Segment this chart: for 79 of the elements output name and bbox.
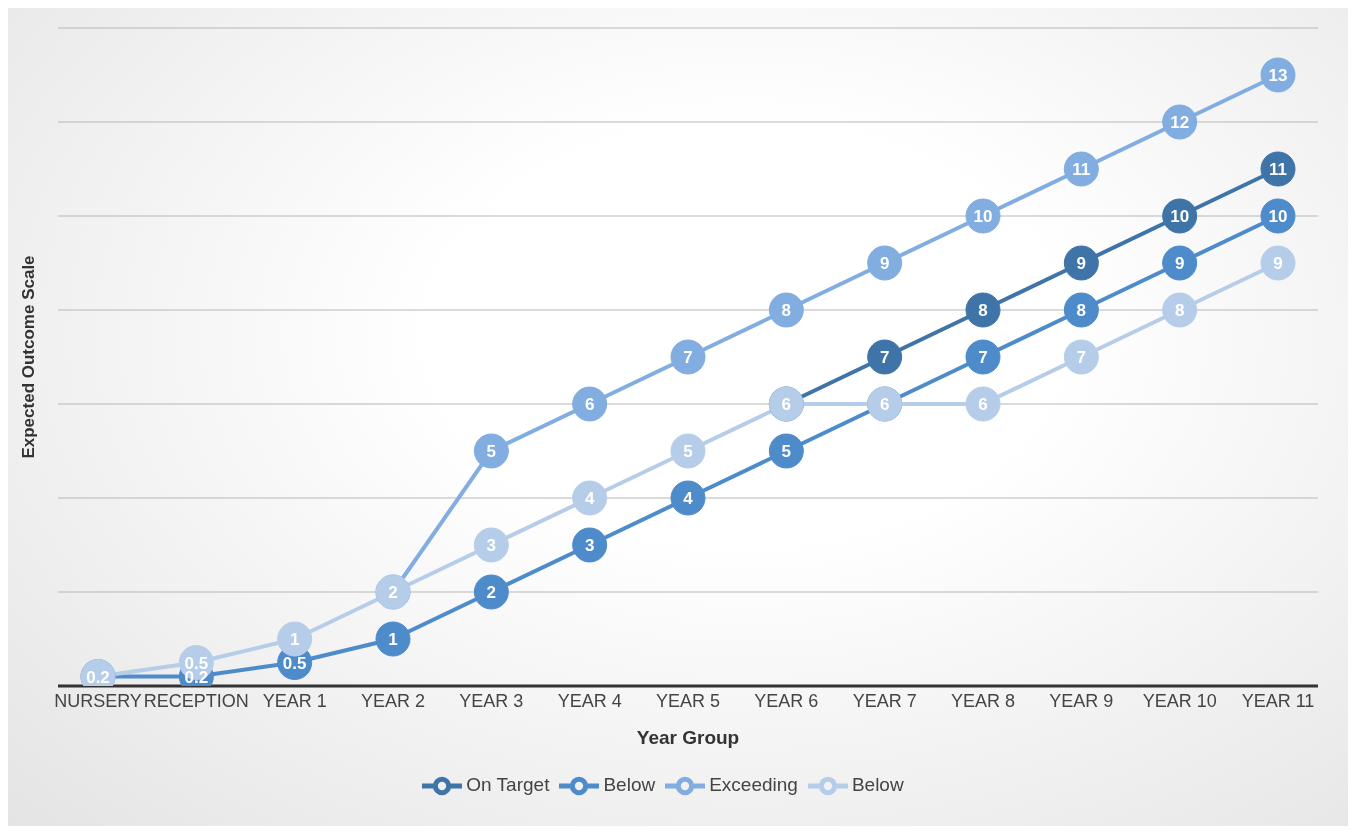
x-tick-label: YEAR 2 — [360, 690, 426, 711]
x-tick-label: NURSERY — [54, 690, 142, 711]
data-label: 6 — [781, 395, 792, 414]
data-label: 13 — [1268, 66, 1288, 85]
point — [965, 292, 1001, 328]
point — [572, 386, 608, 422]
data-label: 6 — [584, 395, 595, 414]
point — [1063, 339, 1099, 375]
point — [1162, 292, 1198, 328]
point — [867, 339, 903, 375]
x-tick-label: YEAR 8 — [950, 690, 1016, 711]
data-label: 5 — [683, 442, 693, 461]
point — [965, 386, 1001, 422]
point — [473, 574, 509, 610]
data-label: 6 — [879, 395, 890, 414]
data-label: 5 — [781, 442, 792, 461]
x-axis-title: Year Group — [636, 727, 740, 748]
data-label: 9 — [1076, 254, 1087, 273]
point — [473, 433, 509, 469]
data-label: 10 — [1170, 207, 1190, 226]
legend-label: Below — [603, 774, 656, 796]
x-tick-label: YEAR 4 — [557, 690, 622, 711]
data-label: 9 — [1273, 254, 1283, 273]
point — [1063, 292, 1099, 328]
point — [572, 480, 608, 516]
data-label: 1 — [289, 630, 300, 649]
data-label: 11 — [1072, 160, 1091, 179]
x-tick-label: YEAR 9 — [1049, 690, 1114, 711]
data-label: 3 — [584, 536, 595, 555]
x-tick-label: YEAR 5 — [655, 690, 721, 711]
point — [965, 339, 1001, 375]
data-label: 6 — [978, 395, 988, 414]
point — [867, 245, 903, 281]
data-label: 12 — [1170, 113, 1190, 132]
data-label: 9 — [1174, 254, 1185, 273]
point — [670, 433, 706, 469]
data-label: 1 — [388, 630, 398, 649]
point — [375, 621, 411, 657]
data-label: 4 — [683, 489, 694, 508]
point — [1063, 245, 1099, 281]
legend-label: Below — [851, 774, 904, 796]
point — [572, 527, 608, 563]
point — [277, 621, 313, 657]
legend-label: On Target — [466, 774, 550, 796]
data-label: 10 — [973, 207, 993, 226]
data-label: 2 — [486, 583, 497, 602]
data-label: 8 — [781, 301, 792, 320]
point — [1162, 245, 1198, 281]
data-label: 0.5 — [282, 653, 307, 673]
x-tick-label: YEAR 7 — [852, 690, 917, 711]
data-label: 11 — [1269, 160, 1287, 179]
point — [768, 292, 804, 328]
x-tick-label: YEAR 11 — [1241, 690, 1315, 711]
data-label: 0.2 — [86, 667, 110, 687]
data-label: 7 — [978, 348, 988, 367]
legend-label: Exceeding — [709, 774, 798, 796]
point — [1260, 245, 1296, 281]
point — [670, 339, 706, 375]
data-label: 7 — [1076, 348, 1087, 367]
data-label: 8 — [1174, 301, 1185, 320]
data-label: 2 — [388, 583, 398, 602]
x-tick-label: RECEPTION — [143, 690, 249, 711]
x-tick-label: YEAR 3 — [459, 690, 524, 711]
x-tick-label: YEAR 10 — [1142, 690, 1217, 711]
point — [670, 480, 706, 516]
data-label: 8 — [978, 301, 988, 320]
data-label: 5 — [486, 442, 497, 461]
data-label: 7 — [683, 348, 693, 367]
point — [473, 527, 509, 563]
data-label: 10 — [1268, 207, 1288, 226]
data-label: 7 — [879, 348, 890, 367]
x-tick-label: YEAR 6 — [754, 690, 819, 711]
data-label: 3 — [486, 536, 497, 555]
point — [768, 433, 804, 469]
data-label: 4 — [584, 489, 595, 508]
x-tick-label: YEAR 1 — [262, 690, 327, 711]
y-axis-title: Expected Outcome Scale — [19, 255, 39, 459]
data-label: 9 — [879, 254, 890, 273]
data-label: 8 — [1076, 301, 1087, 320]
